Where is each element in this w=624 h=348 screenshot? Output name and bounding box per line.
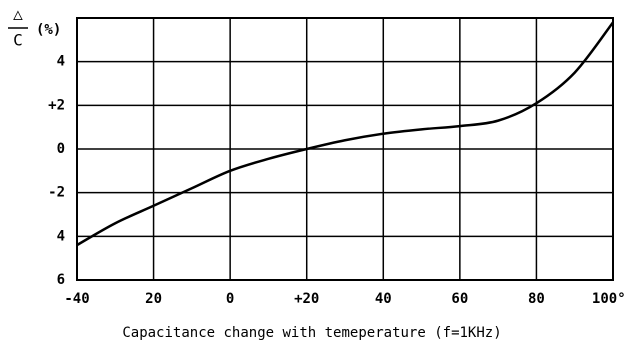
x-tick-label: 0: [226, 291, 234, 307]
y-label-unit: C: [13, 31, 23, 50]
x-tick-label: 60: [451, 291, 468, 307]
y-tick-label: +2: [48, 97, 65, 113]
x-tick-label: -40: [64, 291, 89, 307]
x-tick-label: 20: [145, 291, 162, 307]
chart-title: Capacitance change with temeperature (f=…: [122, 325, 501, 341]
x-tick-label: 40: [375, 291, 392, 307]
x-tick-label: 100°C: [592, 291, 624, 307]
y-tick-label: 6: [57, 272, 65, 288]
y-tick-label: -2: [48, 185, 65, 201]
data-line: [76, 21, 614, 247]
x-tick-label: +20: [294, 291, 319, 307]
y-label-symbol: △: [13, 5, 23, 24]
y-tick-label: 0: [57, 141, 65, 157]
y-label-percent: (%): [36, 22, 61, 38]
y-tick-label: 4: [57, 54, 65, 70]
x-tick-label: 80: [528, 291, 545, 307]
y-tick-label: 4: [57, 228, 65, 244]
